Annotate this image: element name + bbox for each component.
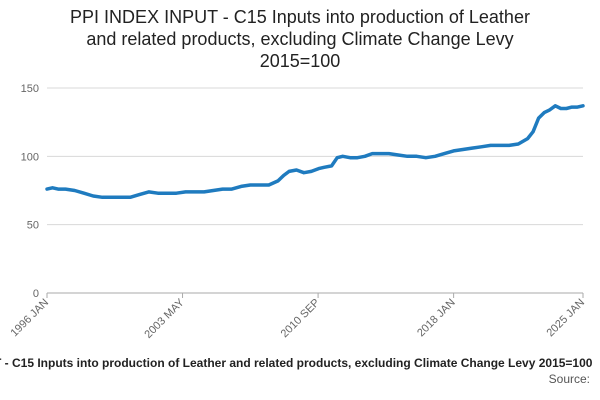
chart-title-line-3: 2015=100 xyxy=(259,51,341,71)
chart-title: PPI INDEX INPUT - C15 Inputs into produc… xyxy=(0,6,600,72)
chart-title-line-1: PPI INDEX INPUT - C15 Inputs into produc… xyxy=(70,7,530,27)
legend-series-label: T - C15 Inputs into production of Leathe… xyxy=(0,356,593,370)
chart-title-line-2: and related products, excluding Climate … xyxy=(86,29,514,49)
x-tick-label: 2025 JAN xyxy=(544,297,587,340)
y-tick-label: 50 xyxy=(27,220,39,232)
x-tick-label: 2010 SEP xyxy=(279,297,323,341)
x-tick-label: 2018 JAN xyxy=(415,297,458,340)
y-tick-label: 150 xyxy=(21,83,39,95)
series-line xyxy=(45,104,585,200)
x-tick-label: 1996 JAN xyxy=(8,297,51,340)
y-tick-label: 0 xyxy=(33,288,39,300)
source-label: Source: xyxy=(548,372,590,386)
y-tick-label: 100 xyxy=(21,151,39,163)
x-tick-label: 2003 MAY xyxy=(142,296,187,341)
